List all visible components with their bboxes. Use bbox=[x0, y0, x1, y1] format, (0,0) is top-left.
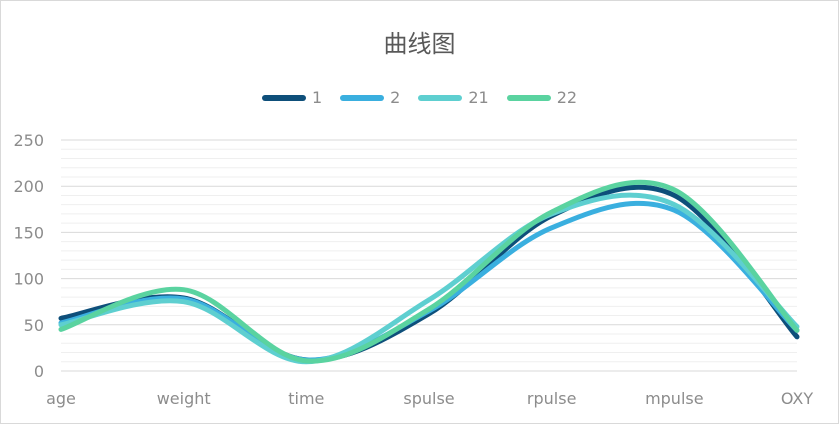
x-tick-label: rpulse bbox=[527, 389, 577, 408]
legend-label: 22 bbox=[556, 88, 578, 107]
series-line-21 bbox=[58, 192, 800, 365]
y-tick-label: 150 bbox=[13, 223, 44, 242]
x-tick-label: age bbox=[46, 389, 76, 408]
x-tick-label: OXY bbox=[781, 389, 814, 408]
y-tick-label: 250 bbox=[13, 131, 44, 150]
x-tick-label: spulse bbox=[403, 389, 454, 408]
legend-item-22[interactable]: 22 bbox=[506, 88, 578, 107]
legend-item-2[interactable]: 2 bbox=[340, 88, 400, 107]
legend-swatch bbox=[340, 94, 385, 101]
legend-swatch bbox=[261, 94, 306, 101]
chart-legend: 1 2 21 22 bbox=[0, 88, 839, 107]
legend-label: 1 bbox=[311, 88, 323, 107]
y-tick-label: 0 bbox=[34, 362, 44, 381]
legend-label: 21 bbox=[468, 88, 489, 107]
legend-item-1[interactable]: 1 bbox=[261, 88, 323, 107]
chart-title: 曲线图 bbox=[383, 30, 456, 58]
series-line-22 bbox=[58, 179, 800, 364]
x-tick-label: time bbox=[288, 389, 324, 408]
legend-label: 2 bbox=[390, 88, 401, 107]
x-tick-label: weight bbox=[157, 389, 211, 408]
legend-item-21[interactable]: 21 bbox=[418, 88, 489, 107]
y-tick-label: 50 bbox=[24, 316, 44, 335]
grid-lines bbox=[61, 139, 797, 372]
y-tick-label: 200 bbox=[13, 177, 44, 196]
legend-swatch bbox=[506, 94, 551, 101]
y-tick-label: 100 bbox=[13, 270, 44, 289]
series-line-2 bbox=[58, 200, 800, 363]
x-tick-label: mpulse bbox=[645, 389, 704, 408]
legend-swatch bbox=[418, 94, 463, 101]
